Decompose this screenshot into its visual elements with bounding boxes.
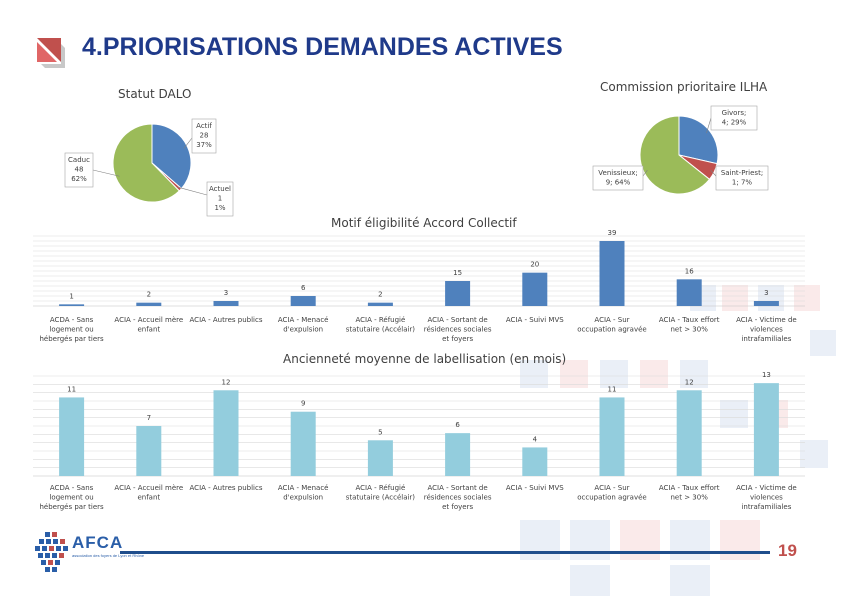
pie-data-label: Actuel 1 1%	[209, 185, 231, 212]
bar-value-label: 2	[147, 291, 151, 299]
bar-value-label: 9	[301, 400, 305, 408]
bar-value-label: 3	[224, 289, 228, 297]
bar-value-label: 39	[608, 229, 617, 237]
bar	[290, 411, 316, 476]
category-label: ACIA - Sur occupation agravée	[577, 484, 646, 501]
bar-value-label: 12	[222, 378, 231, 386]
bar-value-label: 4	[533, 435, 538, 443]
category-label: ACIA - Sur occupation agravée	[577, 316, 646, 333]
category-label: ACIA - Sortant de résidences sociales et f…	[424, 316, 492, 343]
dalo-chart-title: Statut DALO	[118, 87, 192, 101]
category-label: ACIA - Autres publics	[190, 316, 263, 324]
anciennete-chart-title: Ancienneté moyenne de labellisation (en …	[283, 352, 567, 366]
ilha-chart-title: Commission prioritaire ILHA	[600, 80, 768, 94]
category-label: ACDA - Sans logement ou hébergés par tiers	[39, 316, 104, 343]
bar	[290, 296, 316, 306]
pie-label-box	[206, 181, 234, 217]
category-label: ACIA - Victime de violences intrafamiliale…	[736, 316, 797, 343]
category-label: ACIA - Taux effort net > 30%	[659, 484, 720, 501]
pie-slice-actif	[151, 123, 192, 190]
bar-value-label: 20	[530, 261, 539, 269]
pie-slice-givors	[678, 115, 719, 165]
category-label: ACIA - Réfugié statutaire (Accélair)	[346, 316, 416, 333]
bar	[367, 302, 393, 306]
bar	[522, 447, 548, 476]
pie-slice-caduc	[112, 123, 181, 203]
bar-value-label: 16	[685, 267, 694, 275]
category-label: ACIA - Accueil mère enfant	[114, 484, 183, 501]
bar-value-label: 6	[301, 284, 306, 292]
category-label: ACIA - Victime de violences intrafamiliale…	[736, 484, 797, 511]
bar	[753, 383, 779, 476]
bar-value-label: 2	[378, 291, 382, 299]
pie-data-label: Caduc 48 62%	[68, 156, 90, 183]
bar-value-label: 11	[67, 385, 76, 393]
category-label: ACIA - Suivi MVS	[506, 316, 564, 324]
bar-value-label: 15	[453, 269, 462, 277]
pie-data-label: Givors; 4; 29%	[722, 109, 747, 126]
pie-leader-line	[177, 186, 208, 196]
bar	[676, 390, 702, 476]
bar	[136, 302, 162, 306]
bar	[599, 241, 625, 306]
bar	[59, 397, 85, 476]
pie-data-label: Venissieux; 9; 64%	[598, 169, 637, 186]
pie-leader-line	[92, 169, 120, 177]
category-label: ACIA - Menacé d'expulsion	[278, 316, 329, 333]
category-label: ACDA - Sans logement ou hébergés par tiers	[39, 484, 104, 511]
bar	[753, 301, 779, 306]
pie-leader-line	[183, 137, 193, 149]
pie-leader-line	[706, 117, 712, 134]
category-label: ACIA - Taux effort net > 30%	[659, 316, 720, 333]
pie-label-box	[191, 118, 217, 154]
category-label: ACIA - Réfugié statutaire (Accélair)	[346, 484, 416, 501]
bar-value-label: 3	[764, 289, 768, 297]
pie-leader-line	[642, 170, 648, 177]
header-logo-icon	[37, 38, 65, 68]
afca-logo-icon	[35, 532, 68, 572]
bar	[445, 433, 471, 476]
bar	[599, 397, 625, 476]
bar	[367, 440, 393, 476]
bar	[59, 304, 85, 306]
afca-logo-subtitle: association des foyers de Lyon et Rhône	[72, 553, 145, 558]
pie-data-label: Actif 28 37%	[196, 122, 212, 149]
category-label: ACIA - Accueil mère enfant	[114, 316, 183, 333]
pie-label-box	[715, 165, 769, 191]
pie-slice-venissieux	[639, 115, 711, 195]
category-label: ACIA - Menacé d'expulsion	[278, 484, 329, 501]
page-title: 4.PRIORISATIONS DEMANDES ACTIVES	[82, 33, 563, 61]
bar	[522, 272, 548, 306]
bar	[213, 390, 239, 476]
pie-label-box	[592, 165, 644, 191]
page-number: 19	[778, 541, 797, 560]
bar-value-label: 1	[69, 292, 73, 300]
bar	[445, 281, 471, 306]
pie-data-label: Saint-Priest; 1; 7%	[721, 169, 763, 186]
pie-leader-line	[710, 170, 717, 177]
category-label: ACIA - Autres publics	[190, 484, 263, 492]
bar-value-label: 13	[762, 371, 771, 379]
bar-value-label: 6	[455, 421, 460, 429]
bar	[136, 426, 162, 476]
bar-value-label: 11	[608, 385, 617, 393]
category-label: ACIA - Sortant de résidences sociales et f…	[424, 484, 492, 511]
pie-label-box	[710, 105, 758, 131]
bar-value-label: 7	[147, 414, 151, 422]
footer-divider	[120, 551, 770, 554]
pie-label-box	[64, 152, 94, 188]
bar	[676, 279, 702, 306]
bar-value-label: 5	[378, 428, 382, 436]
afca-logo-text: AFCA	[72, 533, 124, 552]
motif-chart-title: Motif éligibilité Accord Collectif	[331, 216, 517, 230]
bar	[213, 301, 239, 306]
category-label: ACIA - Suivi MVS	[506, 484, 564, 492]
bar-value-label: 12	[685, 378, 694, 386]
